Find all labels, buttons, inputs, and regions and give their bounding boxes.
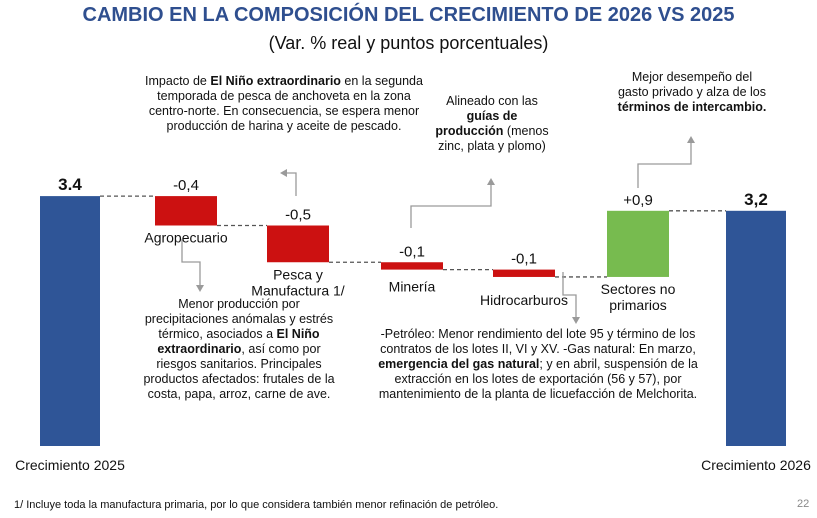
category-label-2-1: Manufactura 1/ [251, 282, 344, 298]
category-label-6-0: Crecimiento 2026 [701, 457, 811, 473]
annotation-mineria-text-1: guías de producción [435, 109, 518, 138]
page-number: 22 [797, 498, 810, 510]
bar-4 [493, 269, 555, 277]
arrow-agro-line [181, 239, 201, 290]
annotation-pesca-text-2: en la segunda temporada de pesca de anch… [148, 74, 423, 133]
category-label-5-1: primarios [609, 297, 667, 313]
annotation-sectores-no-primarios: Mejor desempeño del gasto privado y alza… [617, 70, 767, 115]
arrow-hidro-line [562, 272, 577, 322]
annotation-mineria-text-0: Alineado con las [446, 94, 538, 108]
annotation-hidro-text-1: emergencia del gas natural [378, 357, 540, 371]
chart-title: CAMBIO EN LA COMPOSICIÓN DEL CRECIMIENTO… [82, 4, 735, 26]
value-label-6: 3,2 [744, 190, 768, 209]
arrow-mineria-line [410, 180, 492, 228]
footnote: 1/ Incluye toda la manufactura primaria,… [14, 499, 499, 511]
bar-2 [267, 225, 329, 263]
arrow-hidro-head [572, 317, 580, 324]
annotation-agro-text-1: El Niño extraordinario [157, 327, 320, 356]
annotation-hidrocarburos: -Petróleo: Menor rendimiento del lote 95… [372, 327, 704, 402]
annotation-pesca-text-1: El Niño extraordinario [210, 74, 341, 88]
annotation-pesca-text-0: Impacto de [145, 74, 211, 88]
chart-subtitle: (Var. % real y puntos porcentuales) [268, 33, 549, 53]
value-label-4: -0,1 [511, 251, 537, 268]
annotation-hidro-text-0: -Petróleo: Menor rendimiento del lote 95… [380, 327, 696, 356]
annotation-no_primarios-text-1: términos de intercambio. [617, 100, 767, 114]
annotation-no_primarios-text-0: Mejor desempeño del gasto privado y alza… [617, 70, 766, 99]
arrow-mineria-head [487, 178, 495, 185]
annotation-agropecuario: Menor producción por precipitaciones anó… [136, 297, 342, 402]
arrow-no-primarios-head [687, 136, 695, 143]
category-label-1-0: Agropecuario [144, 230, 227, 246]
bar-1 [155, 196, 217, 226]
category-label-2-0: Pesca y [273, 266, 323, 282]
value-label-1: -0,4 [173, 177, 199, 194]
category-label-5-0: Sectores no [601, 281, 676, 297]
value-label-5: +0,9 [623, 192, 653, 209]
annotation-hidro-text-2: ; y en abril, suspensión de la extracció… [378, 357, 698, 401]
bar-6 [726, 210, 786, 446]
annotation-mineria: Alineado con las guías de producción (me… [433, 94, 551, 154]
arrow-pesca-head [280, 169, 287, 177]
annotation-mineria-text-2: (menos zinc, plata y plomo) [438, 124, 549, 153]
category-label-4-0: Hidrocarburos [480, 292, 568, 308]
arrow-agro-head [196, 285, 204, 292]
value-label-2: -0,5 [285, 207, 311, 224]
annotation-agro-text-0: Menor producción por precipitaciones anó… [144, 297, 334, 341]
bar-5 [607, 210, 669, 277]
bar-3 [381, 262, 443, 270]
bar-0 [40, 196, 100, 446]
annotation-pesca: Impacto de El Niño extraordinario en la … [145, 74, 423, 134]
arrow-no-primarios-line [637, 138, 692, 188]
value-label-3: -0,1 [399, 243, 425, 260]
arrow-pesca-line [282, 172, 297, 196]
value-label-0: 3.4 [58, 175, 82, 194]
annotation-agro-text-2: , así como por riesgos sanitarios. Princ… [143, 342, 335, 401]
category-label-3-0: Minería [389, 279, 436, 295]
category-label-0-0: Crecimiento 2025 [15, 457, 125, 473]
